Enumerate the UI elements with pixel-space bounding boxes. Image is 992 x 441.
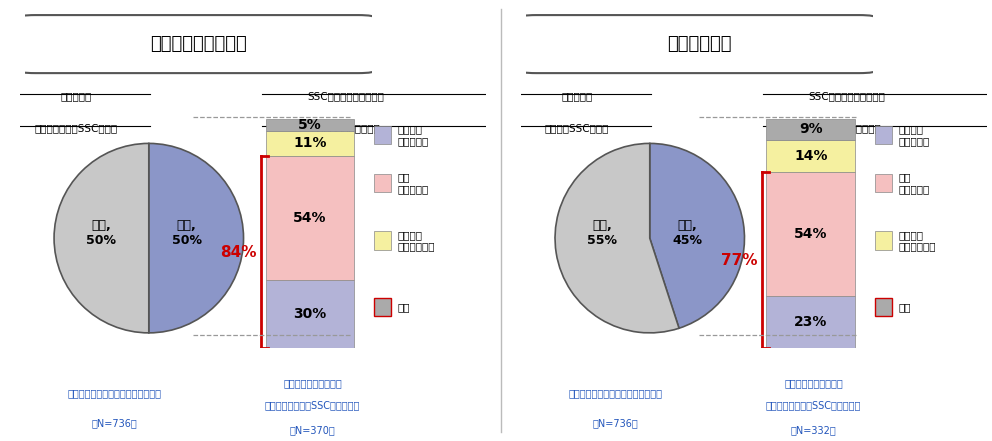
Text: 人事・給与領域SSCの有無: 人事・給与領域SSCの有無	[35, 123, 117, 133]
Text: 54%: 54%	[294, 211, 326, 224]
Text: （N=736）: （N=736）	[91, 419, 137, 428]
Text: （N=370）: （N=370）	[290, 425, 335, 435]
Text: ベース：グループに属する企業全体: ベース：グループに属する企業全体	[568, 389, 662, 399]
Text: まったく
担っていない: まったく 担っていない	[397, 230, 434, 251]
Bar	[875, 174, 893, 192]
Text: 無い,
55%: 無い, 55%	[587, 220, 617, 247]
Text: 人事・給与領域のSSCが有る企業: 人事・給与領域のSSCが有る企業	[265, 400, 360, 410]
Text: 23%: 23%	[795, 315, 827, 329]
Text: 9%: 9%	[800, 123, 822, 136]
Bar	[767, 172, 855, 295]
Text: SSCのマイナンバー対応: SSCのマイナンバー対応	[308, 91, 385, 101]
FancyBboxPatch shape	[18, 15, 375, 73]
Text: 全面的に
担っている: 全面的に 担っている	[397, 124, 429, 146]
Bar	[875, 298, 893, 316]
Text: SSCのマイナンバー対応: SSCのマイナンバー対応	[808, 91, 886, 101]
Text: グループ内: グループ内	[561, 91, 592, 101]
Text: 検討・推進における役割: 検討・推進における役割	[812, 123, 882, 133]
Text: ベース：グループ内に: ベース：グループ内に	[784, 379, 843, 389]
Text: まったく
担っていない: まったく 担っていない	[898, 230, 935, 251]
Text: 有る,
45%: 有る, 45%	[673, 220, 702, 247]
Text: 5%: 5%	[299, 118, 321, 132]
Bar	[266, 131, 354, 156]
Bar	[374, 126, 392, 144]
Text: （N=736）: （N=736）	[592, 419, 638, 428]
Text: 全面的に
担っている: 全面的に 担っている	[898, 124, 930, 146]
Text: グループ内: グループ内	[61, 91, 91, 101]
Text: 有る,
50%: 有る, 50%	[172, 220, 201, 247]
Text: 経理関連領域: 経理関連領域	[667, 35, 732, 53]
Text: 一部
担っている: 一部 担っている	[898, 172, 930, 194]
Text: （N=332）: （N=332）	[791, 425, 836, 435]
FancyBboxPatch shape	[519, 15, 877, 73]
Text: ベース：グループに属する企業全体: ベース：グループに属する企業全体	[67, 389, 161, 399]
Text: 無い,
50%: 無い, 50%	[86, 220, 116, 247]
Text: 30%: 30%	[294, 307, 326, 321]
Text: 14%: 14%	[795, 149, 827, 163]
Text: 不明: 不明	[397, 302, 410, 312]
Bar	[767, 295, 855, 348]
Bar	[767, 119, 855, 140]
Bar	[767, 140, 855, 172]
Text: 不明: 不明	[898, 302, 911, 312]
Text: 人事・給与関連領域: 人事・給与関連領域	[150, 35, 247, 53]
Bar	[266, 156, 354, 280]
Wedge shape	[556, 143, 680, 333]
Text: 人事・給与領域のSSCが有る企業: 人事・給与領域のSSCが有る企業	[766, 400, 861, 410]
Wedge shape	[55, 143, 149, 333]
Text: 54%: 54%	[795, 227, 827, 241]
Bar	[374, 174, 392, 192]
Bar	[266, 280, 354, 348]
Bar	[374, 232, 392, 250]
Wedge shape	[650, 143, 744, 328]
Bar	[374, 298, 392, 316]
Text: 77%: 77%	[721, 253, 757, 268]
Bar	[875, 232, 893, 250]
Text: 一部
担っている: 一部 担っている	[397, 172, 429, 194]
Bar	[266, 119, 354, 131]
Wedge shape	[149, 143, 243, 333]
Bar	[875, 126, 893, 144]
Text: ベース：グループ内に: ベース：グループ内に	[283, 379, 342, 389]
Text: 84%: 84%	[220, 245, 256, 260]
Text: 検討・推進における役割: 検討・推進における役割	[311, 123, 381, 133]
Text: 11%: 11%	[294, 136, 326, 150]
Text: 経理領域SSCの有無: 経理領域SSCの有無	[545, 123, 609, 133]
